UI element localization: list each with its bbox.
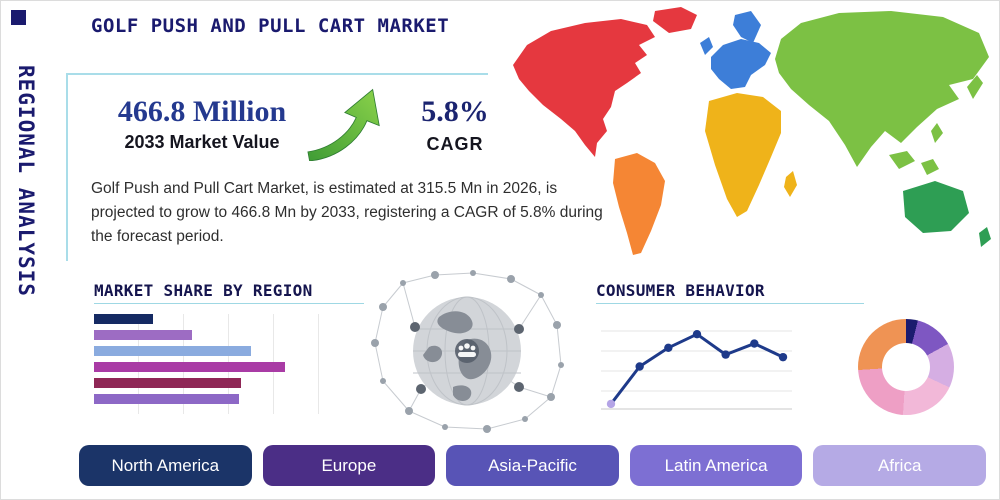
region-button-europe[interactable]: Europe [262, 445, 436, 486]
market-share-bar [94, 394, 239, 404]
cagr-value: 5.8% [421, 95, 489, 128]
map-region-south-america [613, 153, 665, 255]
region-button-latin-america[interactable]: Latin America [629, 445, 803, 486]
consumer-behavior-line-chart [599, 311, 794, 416]
stat-frame-border [66, 73, 488, 261]
market-share-donut-chart [858, 319, 954, 415]
consumer-behavior-heading: CONSUMER BEHAVIOR [596, 281, 765, 300]
market-value-block: 466.8 Million 2033 Market Value [96, 95, 308, 153]
map-region-philippines [931, 123, 943, 143]
region-button-north-america[interactable]: North America [79, 445, 252, 486]
map-region-scandinavia [733, 11, 761, 43]
map-region-australia [903, 181, 969, 233]
corner-accent-square [11, 10, 26, 25]
market-share-bar [94, 378, 241, 388]
growth-arrow-icon [303, 83, 385, 162]
region-button-africa[interactable]: Africa [813, 445, 986, 486]
market-value-label: 2033 Market Value [124, 131, 280, 152]
cagr-label: CAGR [426, 133, 484, 154]
globe-network-graphic [369, 269, 569, 435]
vertical-title: REGIONAL ANALYSIS [14, 65, 38, 297]
market-share-underline [94, 303, 364, 304]
market-share-bar [94, 362, 286, 372]
world-map [499, 3, 999, 269]
consumer-behavior-underline [596, 303, 864, 304]
market-share-bar-chart [94, 314, 339, 414]
map-region-madagascar [784, 171, 797, 197]
region-button-asia-pacific[interactable]: Asia-Pacific [446, 445, 619, 486]
market-share-bar [94, 330, 192, 340]
map-region-new-zealand [979, 227, 991, 247]
map-region-north-america [513, 19, 655, 157]
map-region-europe [711, 39, 771, 89]
market-description: Golf Push and Pull Cart Market, is estim… [91, 180, 603, 246]
map-region-uk [700, 37, 713, 55]
market-share-bar [94, 314, 153, 324]
donut-hole [882, 343, 930, 391]
market-value: 466.8 Million [117, 95, 287, 128]
map-region-greenland [653, 7, 697, 33]
market-share-heading: MARKET SHARE BY REGION [94, 281, 313, 300]
map-region-africa [705, 93, 781, 217]
market-share-bar [94, 346, 251, 356]
region-buttons: North America Europe Asia-Pacific Latin Ame… [79, 445, 986, 486]
map-region-southeast-asia [921, 159, 939, 175]
map-region-southeast-asia [889, 151, 915, 169]
map-region-asia [775, 11, 989, 167]
page-title: GOLF PUSH AND PULL CART MARKET [91, 15, 450, 37]
map-region-japan [967, 75, 983, 99]
cagr-block: 5.8% CAGR [403, 95, 507, 155]
